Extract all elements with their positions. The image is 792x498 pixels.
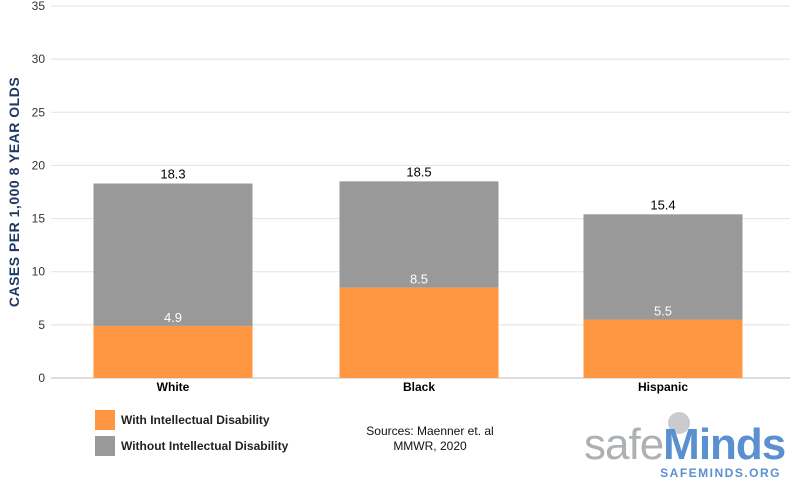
data-label-total-hispanic: 15.4 bbox=[650, 197, 675, 212]
y-tick-5: 5 bbox=[38, 318, 45, 332]
y-tick-20: 20 bbox=[32, 158, 46, 172]
data-label-total-black: 18.5 bbox=[406, 164, 431, 179]
data-labels: 4.9 18.3 8.5 18.5 5.5 15.4 bbox=[160, 164, 675, 325]
legend-item-with-id: With Intellectual Disability bbox=[95, 408, 288, 432]
legend-swatch-without-id bbox=[95, 436, 115, 456]
sources-line-1: Sources: Maenner et. al bbox=[366, 424, 494, 438]
y-axis-ticks: 0 5 10 15 20 25 30 35 bbox=[32, 0, 46, 385]
sources-line-2: MMWR, 2020 bbox=[393, 439, 467, 453]
legend-label-with-id: With Intellectual Disability bbox=[121, 413, 270, 427]
logo-url: SAFEMINDS.ORG bbox=[660, 466, 781, 480]
bar-black-with-id bbox=[339, 287, 499, 378]
x-axis-categories: White Black Hispanic bbox=[157, 380, 689, 394]
y-tick-30: 30 bbox=[32, 52, 46, 66]
legend: With Intellectual Disability Without Int… bbox=[95, 408, 288, 460]
y-tick-25: 25 bbox=[32, 105, 46, 119]
category-label-white: White bbox=[157, 380, 190, 394]
bars bbox=[93, 181, 743, 378]
data-label-with-id-white: 4.9 bbox=[164, 310, 182, 325]
logo-dot-icon bbox=[668, 412, 690, 434]
y-tick-0: 0 bbox=[38, 371, 45, 385]
category-label-hispanic: Hispanic bbox=[638, 380, 688, 394]
y-tick-35: 35 bbox=[32, 0, 46, 13]
logo-text-safe: safe bbox=[584, 420, 664, 469]
category-label-black: Black bbox=[403, 380, 435, 394]
chart: 0 5 10 15 20 25 30 35 4.9 18.3 8.5 18.5 5.5 15.4 Whi… bbox=[6, 0, 790, 394]
bar-black-without-id bbox=[339, 181, 499, 288]
bar-hispanic-without-id bbox=[583, 214, 743, 320]
legend-swatch-with-id bbox=[95, 410, 115, 430]
y-tick-10: 10 bbox=[32, 265, 46, 279]
y-axis-label: CASES PER 1,000 8 YEAR OLDS bbox=[6, 77, 22, 307]
data-label-total-white: 18.3 bbox=[160, 166, 185, 181]
legend-label-without-id: Without Intellectual Disability bbox=[121, 439, 289, 453]
legend-item-without-id: Without Intellectual Disability bbox=[95, 434, 288, 458]
data-label-with-id-black: 8.5 bbox=[410, 272, 428, 287]
safeminds-logo: safeMinds SAFEMINDS.ORG bbox=[580, 408, 786, 488]
bar-white-with-id bbox=[93, 325, 253, 378]
y-tick-15: 15 bbox=[32, 212, 46, 226]
data-label-with-id-hispanic: 5.5 bbox=[654, 304, 672, 319]
bar-hispanic-with-id bbox=[583, 319, 743, 378]
logo-wordmark: safeMinds bbox=[584, 420, 786, 469]
sources-note: Sources: Maenner et. al MMWR, 2020 bbox=[340, 424, 520, 454]
logo-text-minds: Minds bbox=[663, 420, 786, 469]
bar-white-without-id bbox=[93, 183, 253, 326]
